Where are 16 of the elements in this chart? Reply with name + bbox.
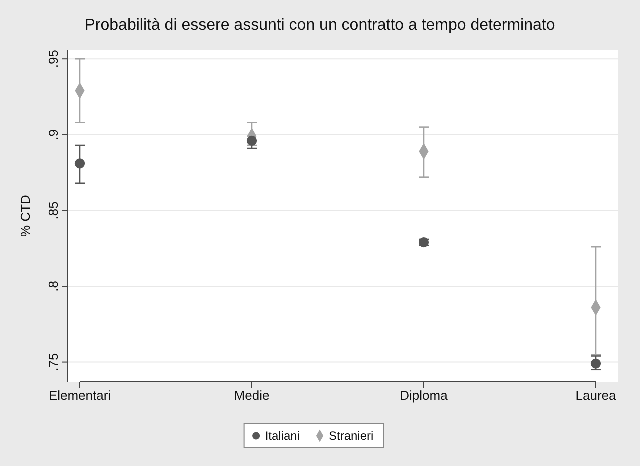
point [74,158,86,169]
point [246,136,258,146]
legend-label: Stranieri [329,429,374,443]
x-tick-label: Medie [234,388,270,404]
y-tick-label: .85 [46,202,61,220]
x-tick-label: Elementari [48,388,112,404]
y-tick-label: .9 [46,129,61,140]
x-tick-label: Diploma [400,388,449,404]
y-tick-label: .75 [46,353,61,372]
x-tick-label: Laurea [576,388,618,404]
y-tick-label: .8 [46,281,61,292]
y-tick-label: .95 [46,50,61,68]
y-axis-title: % CTD [18,195,33,237]
chart-title: Probabilità di essere assunti con un contratto a tempo determinato [84,17,556,34]
point [590,358,602,369]
legend-label: Italiani [265,429,300,443]
